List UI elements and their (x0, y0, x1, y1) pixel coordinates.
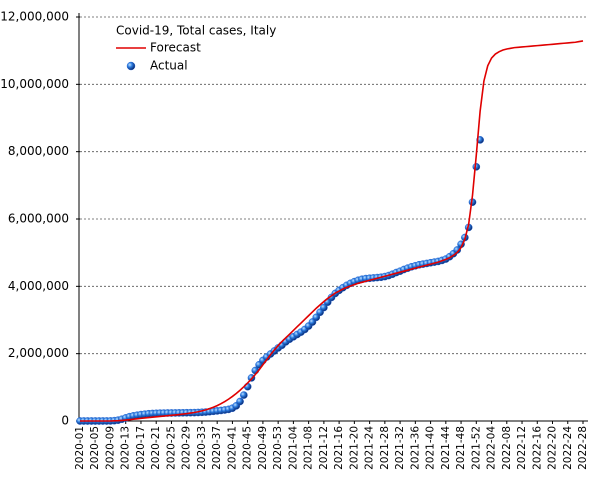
x-tick-label: 2020-17 (135, 426, 147, 470)
forecast-line (80, 40, 584, 422)
x-tick-label: 2022-08 (501, 426, 513, 470)
x-tick-label: 2020-53 (272, 426, 284, 470)
x-tick-label: 2022-04 (486, 426, 498, 470)
x-tick-label: 2020-21 (150, 426, 162, 470)
x-tick-label: 2021-44 (440, 426, 452, 470)
x-tick-label: 2021-32 (394, 426, 406, 470)
x-tick-label: 2021-48 (455, 426, 467, 470)
x-tick-label: 2020-09 (104, 426, 116, 470)
x-tick-label: 2021-12 (318, 426, 330, 470)
y-tick-label: 4,000,000 (8, 279, 69, 293)
x-tick-label: 2020-01 (74, 426, 86, 470)
actual-point (312, 313, 321, 322)
actual-point (240, 391, 248, 399)
x-tick-label: 2020-29 (181, 426, 193, 470)
x-tick-label: 2020-49 (257, 426, 269, 470)
y-tick-label: 10,000,000 (0, 77, 69, 91)
y-tick-label: 12,000,000 (0, 10, 69, 24)
x-tick-label: 2020-45 (242, 426, 254, 470)
actual-point (320, 303, 328, 312)
x-tick-label: 2021-36 (409, 426, 421, 470)
actual-point (243, 382, 252, 391)
x-tick-label: 2021-52 (470, 426, 482, 470)
x-tick-label: 2021-16 (333, 426, 345, 470)
x-tick-label: 2020-37 (211, 426, 223, 470)
x-tick-label: 2020-41 (226, 426, 238, 470)
y-tick-label: 0 (61, 414, 69, 428)
chart-title: Covid-19, Total cases, Italy (116, 24, 276, 38)
x-tick-label: 2022-20 (547, 426, 559, 470)
x-tick-label: 2020-13 (120, 426, 132, 470)
x-tick-label: 2020-05 (89, 426, 101, 470)
y-tick-label: 2,000,000 (8, 346, 69, 360)
x-tick-label: 2021-40 (425, 426, 437, 470)
x-tick-label: 2021-08 (303, 426, 315, 470)
x-tick-label: 2022-16 (531, 426, 543, 470)
x-tick-label: 2022-12 (516, 426, 528, 470)
legend-swatch (126, 61, 136, 71)
x-tick-label: 2021-04 (287, 426, 299, 470)
y-tick-label: 8,000,000 (8, 144, 69, 158)
x-tick-label: 2022-24 (562, 426, 574, 470)
x-tick-label: 2020-33 (196, 426, 208, 470)
x-tick-label: 2021-28 (379, 426, 391, 470)
actual-point (453, 246, 462, 254)
x-tick-label: 2021-20 (348, 426, 360, 470)
actual-point (236, 397, 244, 406)
legend-label: Forecast (150, 41, 201, 55)
x-tick-label: 2020-25 (165, 426, 177, 470)
x-tick-label: 2021-24 (364, 426, 376, 470)
x-tick-label: 2022-28 (577, 426, 589, 470)
y-tick-label: 6,000,000 (8, 212, 69, 226)
actual-point (472, 163, 481, 171)
legend-label: Actual (150, 59, 188, 73)
